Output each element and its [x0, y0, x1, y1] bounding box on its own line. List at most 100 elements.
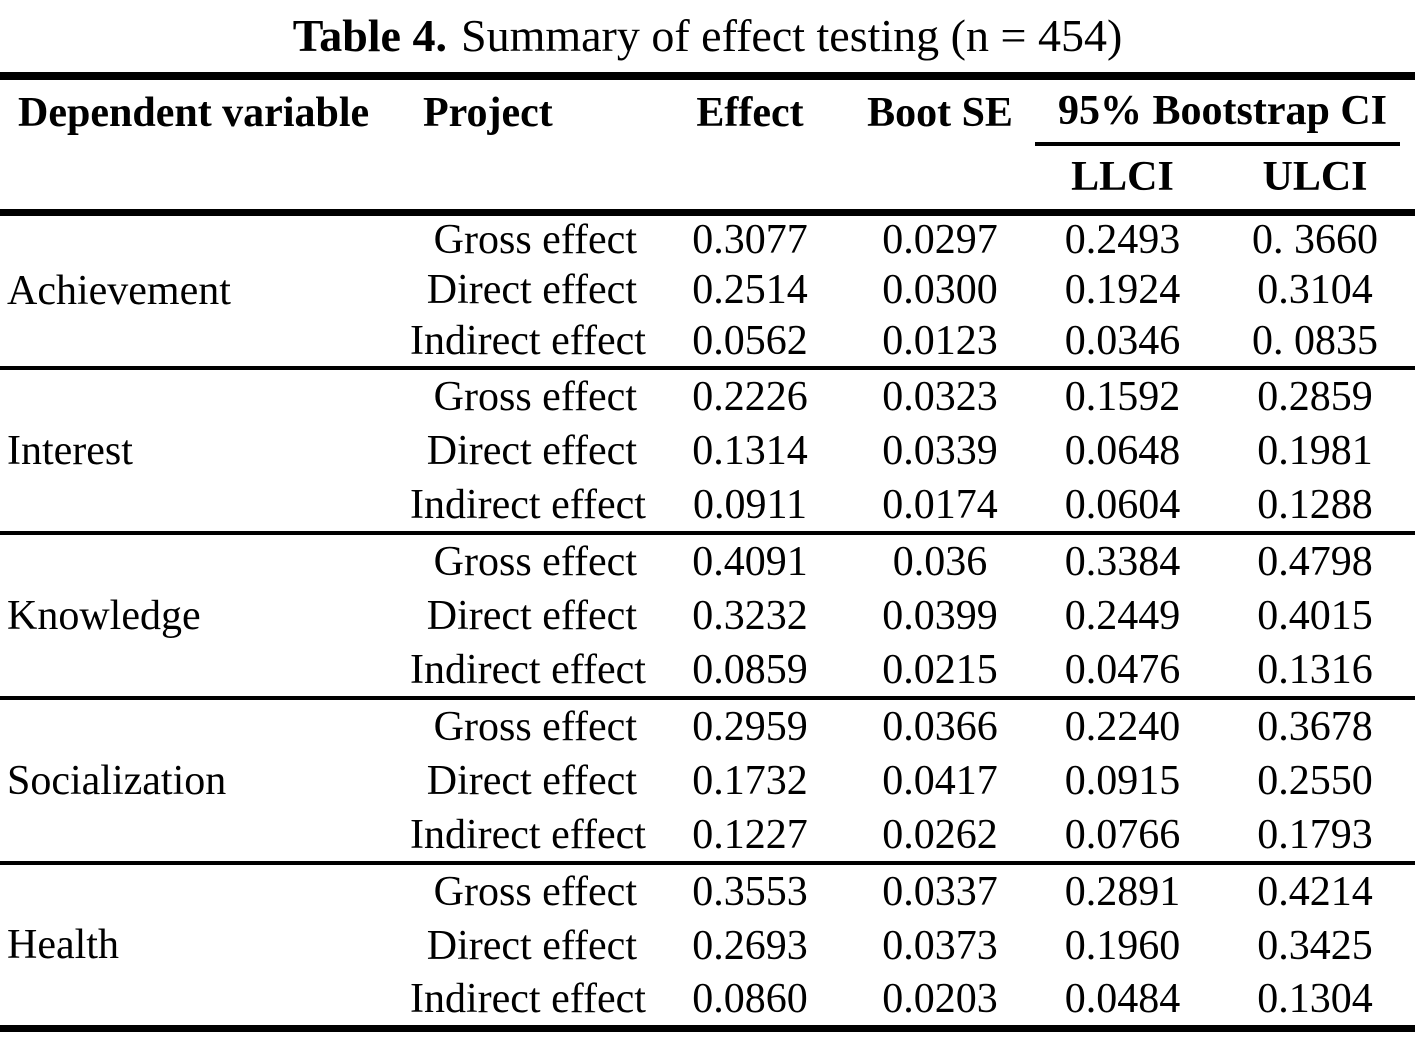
ulci-cell: 0.4214: [1257, 868, 1373, 915]
header-spacer: [410, 146, 650, 216]
ulci-cell: 0.1288: [1215, 478, 1415, 535]
boot-se-cell: 0.036: [892, 538, 988, 585]
llci-cell: 0.2240: [1064, 703, 1181, 750]
boot-se-cell: 0.0262: [850, 808, 1030, 865]
boot-se-cell: 0.0174: [850, 478, 1030, 535]
project-cell: Indirect effect: [410, 975, 646, 1022]
section-interest: Interest Gross effect 0.2226 0.0323 0.15…: [0, 368, 1415, 535]
effect-cell: 0.0860: [692, 975, 808, 1022]
ulci-cell: 0.2859: [1257, 373, 1373, 420]
header-spacer: [850, 146, 1030, 216]
section-socialization: Socialization Gross effect 0.2959 0.0366…: [0, 698, 1415, 865]
ulci-cell: 0.2550: [1257, 757, 1373, 804]
effect-cell: 0.3553: [692, 868, 808, 915]
table-caption: Table 4. Summary of effect testing (n = …: [0, 0, 1415, 72]
header-ulci: ULCI: [1215, 146, 1415, 216]
header-spacer: [650, 146, 850, 216]
project-cell: Direct effect: [426, 592, 637, 639]
ulci-cell: 0. 0835: [1215, 316, 1415, 370]
ulci-cell: 0.3104: [1257, 267, 1373, 313]
boot-se-cell: 0.0373: [882, 922, 998, 969]
project-cell: Direct effect: [426, 427, 637, 474]
llci-cell: 0.1924: [1064, 267, 1181, 313]
boot-se-cell: 0.0323: [882, 373, 998, 420]
llci-cell: 0.2449: [1064, 592, 1181, 639]
section-achievement: Achievement Gross effect 0.3077 0.0297 0…: [0, 212, 1415, 370]
llci-cell: 0.3384: [1064, 538, 1181, 585]
llci-cell: 0.0766: [1030, 808, 1215, 865]
table-row: Direct effect 0.1314 0.0339 0.0648 0.198…: [0, 423, 1415, 478]
effect-cell: 0.0859: [650, 643, 850, 700]
dependent-variable-cell: Achievement: [0, 212, 410, 370]
ulci-cell: 0. 3660: [1252, 216, 1378, 263]
boot-se-cell: 0.0203: [882, 975, 998, 1022]
table-caption-text: Summary of effect testing (n = 454): [460, 10, 1123, 61]
effect-cell: 0.0911: [650, 478, 850, 535]
effect-cell: 0.2693: [692, 922, 808, 969]
table-row: Direct effect 0.2693 0.0373 0.1960 0.342…: [0, 918, 1415, 973]
header-bootstrap-ci: 95% Bootstrap CI: [1030, 76, 1415, 146]
project-cell: Direct effect: [426, 267, 637, 313]
boot-se-cell: 0.0297: [882, 216, 998, 263]
llci-cell: 0.0476: [1030, 643, 1215, 700]
effect-cell: 0.4091: [692, 538, 808, 585]
table-row: Interest Gross effect 0.2226 0.0323 0.15…: [0, 368, 1415, 535]
llci-cell: 0.2891: [1064, 868, 1181, 915]
boot-se-cell: 0.0417: [882, 757, 998, 804]
ulci-cell: 0.1304: [1257, 975, 1373, 1022]
ulci-cell: 0.3425: [1257, 922, 1373, 969]
table-row: Direct effect 0.3232 0.0399 0.2449 0.401…: [0, 588, 1415, 643]
project-cell: Indirect effect: [410, 808, 650, 865]
effect-cell: 0.1227: [650, 808, 850, 865]
header-project: Project: [423, 90, 553, 136]
boot-se-cell: 0.0123: [850, 316, 1030, 370]
dependent-variable-cell: Knowledge: [0, 533, 410, 700]
llci-cell: 0.2493: [1064, 216, 1181, 263]
table-row: Indirect effect 0.0860 0.0203 0.0484 0.1…: [0, 973, 1415, 1028]
project-cell: Indirect effect: [410, 643, 650, 700]
table-row: Direct effect 0.1732 0.0417 0.0915 0.255…: [0, 753, 1415, 808]
llci-cell: 0.1960: [1064, 922, 1181, 969]
dependent-variable-cell: Health: [7, 921, 119, 968]
table-row: Socialization Gross effect 0.2959 0.0366…: [0, 698, 1415, 865]
llci-cell: 0.0915: [1064, 757, 1181, 804]
table-header: Dependent variable Project Effect Boot S…: [0, 76, 1415, 216]
header-spacer: [0, 146, 410, 216]
project-cell: Indirect effect: [410, 316, 650, 370]
table-row: Health Gross effect 0.3553 0.0337 0.2891…: [0, 863, 1415, 966]
llci-cell: 0.0346: [1030, 316, 1215, 370]
ulci-cell: 0.1793: [1215, 808, 1415, 865]
project-cell: Gross effect: [433, 373, 637, 420]
llci-cell: 0.1592: [1064, 373, 1181, 420]
effect-cell: 0.2226: [692, 373, 808, 420]
table-row: Achievement Gross effect 0.3077 0.0297 0…: [0, 212, 1415, 370]
effect-cell: 0.3232: [692, 592, 808, 639]
table-row: Direct effect 0.2514 0.0300 0.1924 0.310…: [0, 264, 1415, 316]
section-knowledge: Knowledge Gross effect 0.4091 0.036 0.33…: [0, 533, 1415, 700]
project-cell: Indirect effect: [410, 478, 650, 535]
table-caption-number: Table 4.: [292, 10, 447, 61]
ulci-cell: 0.4798: [1257, 538, 1373, 585]
effect-cell: 0.1314: [692, 427, 808, 474]
header-llci: LLCI: [1030, 146, 1215, 216]
header-bootstrap-ci-label: 95% Bootstrap CI: [1058, 88, 1388, 134]
header-row-1: Dependent variable Project Effect Boot S…: [0, 76, 1415, 146]
boot-se-cell: 0.0339: [882, 427, 998, 474]
effect-testing-table: Dependent variable Project Effect Boot S…: [0, 72, 1415, 1032]
ulci-cell: 0.1981: [1257, 427, 1373, 474]
header-effect: Effect: [696, 90, 804, 136]
header-row-2: LLCI ULCI: [0, 146, 1415, 216]
table-row: Indirect effect 0.0859 0.0215 0.0476 0.1…: [0, 643, 1415, 700]
boot-se-cell: 0.0337: [882, 868, 998, 915]
boot-se-cell: 0.0215: [850, 643, 1030, 700]
effect-cell: 0.2959: [692, 703, 808, 750]
boot-se-cell: 0.0399: [882, 592, 998, 639]
dependent-variable-cell: Interest: [0, 368, 410, 535]
project-cell: Gross effect: [433, 868, 637, 915]
boot-se-cell: 0.0366: [882, 703, 998, 750]
dependent-variable-cell: Socialization: [0, 698, 410, 865]
project-cell: Gross effect: [433, 703, 637, 750]
section-health: Health Gross effect 0.3553 0.0337 0.2891…: [0, 863, 1415, 1028]
table-row: Knowledge Gross effect 0.4091 0.036 0.33…: [0, 533, 1415, 700]
table-row: Indirect effect 0.0562 0.0123 0.0346 0. …: [0, 316, 1415, 370]
